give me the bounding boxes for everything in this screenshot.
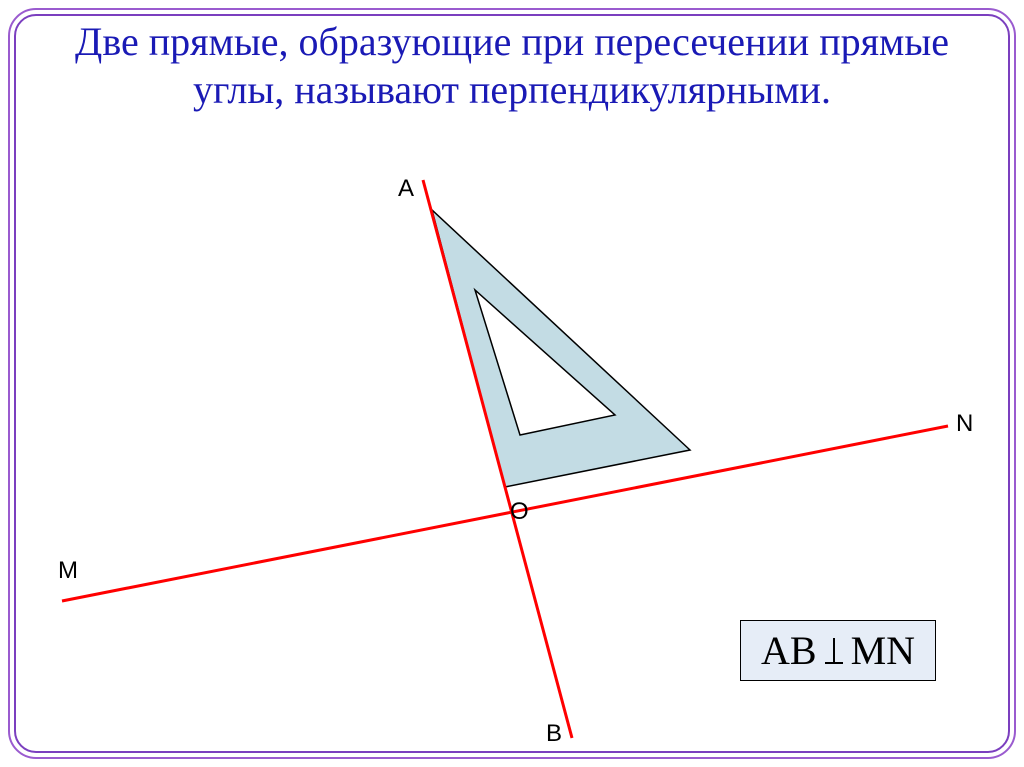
label-o: O xyxy=(510,498,529,526)
formula-right: MN xyxy=(851,627,915,674)
label-m: M xyxy=(58,557,78,585)
formula-box: AB MN xyxy=(740,620,936,681)
label-b: B xyxy=(546,720,562,748)
label-n: N xyxy=(956,410,973,438)
triangle-outer xyxy=(432,210,690,487)
formula-left: AB xyxy=(761,627,817,674)
label-a: A xyxy=(398,175,414,203)
perpendicular-icon xyxy=(825,638,843,664)
